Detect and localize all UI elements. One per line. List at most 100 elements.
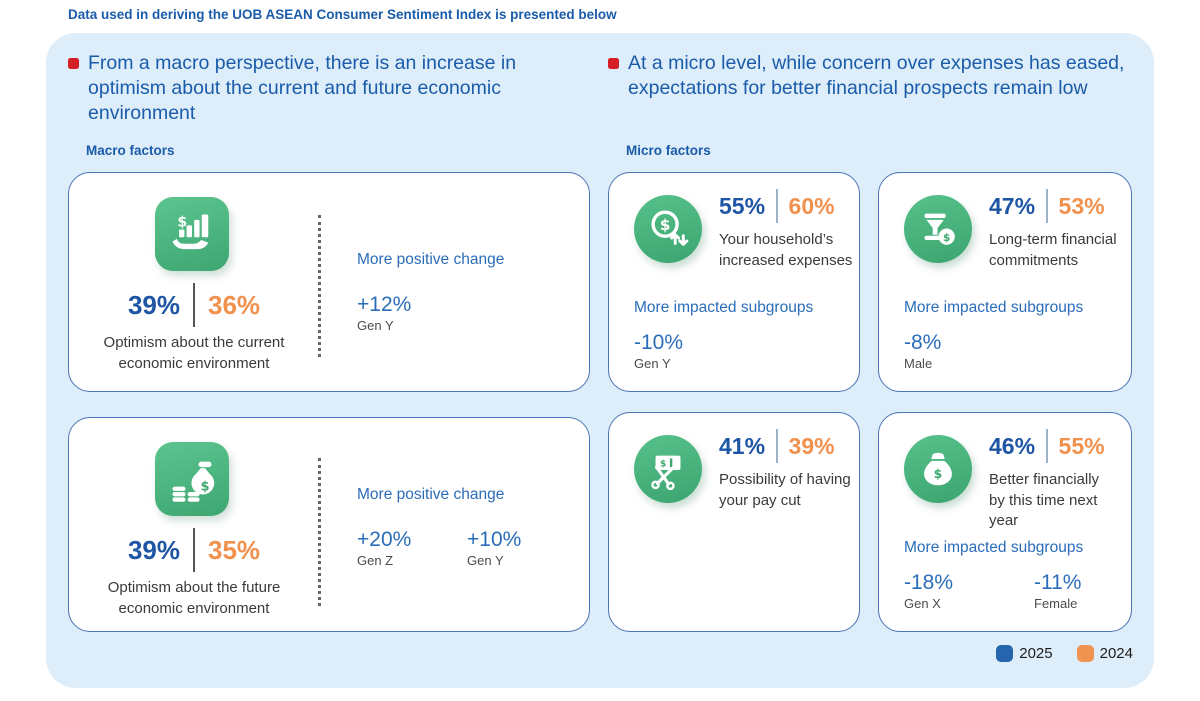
red-square-bullet-icon xyxy=(608,58,619,69)
value-2024: 39% xyxy=(788,432,835,459)
micro-heading: At a micro level, while concern over exp… xyxy=(608,51,1138,101)
value-2025: 55% xyxy=(719,192,766,219)
svg-text:$: $ xyxy=(943,232,950,244)
legend-2025-label: 2025 xyxy=(1019,645,1053,662)
change-stat: +10% Gen Y xyxy=(467,528,577,568)
hourglass-dollar-glyph: $ xyxy=(924,213,955,245)
dollar-coin-arrows-icon: $ xyxy=(634,195,702,263)
scissors-banknote-glyph: $ xyxy=(651,455,681,491)
value-2025: 46% xyxy=(989,432,1036,459)
macro-section-label: Macro factors xyxy=(86,143,175,158)
card-header: 47% 53% Long-term financial commitments xyxy=(989,189,1127,271)
card-caption: Optimism about the future economic envir… xyxy=(107,579,281,617)
dotted-divider xyxy=(318,458,321,606)
change-value: +10% xyxy=(467,528,522,551)
change-block: More positive change +20% Gen Z +10% Gen… xyxy=(357,486,577,568)
card-caption: Possibility of having your pay cut xyxy=(719,471,851,509)
subgroup-label: More impacted subgroups xyxy=(634,299,814,316)
micro-heading-text: At a micro level, while concern over exp… xyxy=(628,52,1125,99)
percent-comparison: 39% 36% xyxy=(69,283,319,327)
change-label: More positive change xyxy=(357,486,505,503)
subgroup-value: -18% xyxy=(904,571,954,594)
legend-2025-swatch-icon xyxy=(996,645,1014,662)
card-caption: Your household’s increased expenses xyxy=(719,231,853,269)
money-bag-coins-glyph: $ xyxy=(172,461,215,502)
percent-comparison: 55% 60% xyxy=(719,189,857,223)
main-panel: From a macro perspective, there is an in… xyxy=(46,33,1154,688)
value-2025: 39% xyxy=(127,289,180,320)
subgroup-stat: -11% Female xyxy=(1034,571,1164,611)
subgroup-group: Male xyxy=(904,356,933,371)
red-square-bullet-icon xyxy=(68,58,79,69)
change-label: More positive change xyxy=(357,251,505,268)
subgroup-stats: -10% Gen Y xyxy=(634,331,764,371)
value-2025: 39% xyxy=(127,534,180,565)
micro-card-household-expenses: $ 55% 60% Your household’s increased exp… xyxy=(608,172,860,392)
micro-section-label: Micro factors xyxy=(626,143,711,158)
subgroup-stat: -8% Male xyxy=(904,331,1034,371)
value-2024: 53% xyxy=(1058,192,1105,219)
subgroup-stats: -18% Gen X -11% Female xyxy=(904,571,1164,611)
subgroup-label: More impacted subgroups xyxy=(904,299,1084,316)
legend-item-2025: 2025 xyxy=(996,645,1053,662)
change-stat: +12% Gen Y xyxy=(357,293,475,333)
dollar-coin-arrows-glyph: $ xyxy=(651,210,689,246)
change-stat: +20% Gen Z xyxy=(357,528,467,568)
subgroup-value: -11% xyxy=(1034,571,1082,594)
change-group: Gen Y xyxy=(467,553,504,568)
percent-comparison: 47% 53% xyxy=(989,189,1127,223)
value-2024: 35% xyxy=(208,534,261,565)
money-bag-icon: $ xyxy=(904,435,972,503)
micro-card-better-financially: $ 46% 55% Better financially by this tim… xyxy=(878,412,1132,632)
card-caption: Better financially by this time next yea… xyxy=(989,471,1100,530)
hand-holding-chart-icon: $ xyxy=(155,197,229,271)
value-2024: 55% xyxy=(1058,432,1105,459)
change-value: +20% xyxy=(357,528,412,551)
subgroup-stats: -8% Male xyxy=(904,331,1034,371)
subgroup-group: Gen X xyxy=(904,596,941,611)
card-header: 55% 60% Your household’s increased expen… xyxy=(719,189,857,271)
percent-divider xyxy=(1046,189,1048,223)
macro-heading-text: From a macro perspective, there is an in… xyxy=(88,52,517,124)
value-2024: 60% xyxy=(788,192,835,219)
subgroup-group: Female xyxy=(1034,596,1078,611)
percent-divider xyxy=(776,189,778,223)
subgroup-stat: -10% Gen Y xyxy=(634,331,764,371)
legend-2024-swatch-icon xyxy=(1076,645,1094,662)
value-2024: 36% xyxy=(208,289,261,320)
micro-card-longterm-commitments: $ 47% 53% Long-term financial commitment… xyxy=(878,172,1132,392)
percent-comparison: 46% 55% xyxy=(989,429,1117,463)
subgroup-group: Gen Y xyxy=(634,356,671,371)
money-bag-glyph: $ xyxy=(924,452,952,486)
svg-text:$: $ xyxy=(177,214,187,230)
svg-text:$: $ xyxy=(660,216,671,234)
page-title: Data used in deriving the UOB ASEAN Cons… xyxy=(68,7,617,22)
hand-holding-chart-glyph: $ xyxy=(172,214,209,250)
micro-card-pay-cut: $ 41% 39% Possibility of having your pay… xyxy=(608,412,860,632)
card-header: 46% 55% Better financially by this time … xyxy=(989,429,1117,532)
macro-card-future-optimism: $ 39% 35% Optimism about the future econ… xyxy=(68,417,590,632)
scissors-banknote-icon: $ xyxy=(634,435,702,503)
percent-comparison: 39% 35% xyxy=(69,528,319,572)
value-2025: 47% xyxy=(989,192,1036,219)
hourglass-dollar-icon: $ xyxy=(904,195,972,263)
percent-comparison: 41% 39% xyxy=(719,429,857,463)
svg-text:$: $ xyxy=(934,466,943,481)
change-stats: +20% Gen Z +10% Gen Y xyxy=(357,528,577,568)
svg-text:$: $ xyxy=(660,460,666,470)
card-header: 41% 39% Possibility of having your pay c… xyxy=(719,429,857,511)
subgroup-stat: -18% Gen X xyxy=(904,571,1034,611)
change-value: +12% xyxy=(357,293,412,316)
money-bag-coins-icon: $ xyxy=(155,442,229,516)
percent-divider xyxy=(193,283,195,327)
change-stats: +12% Gen Y xyxy=(357,293,577,333)
percent-divider xyxy=(1046,429,1048,463)
card-caption: Long-term financial commitments xyxy=(989,231,1117,269)
percent-divider xyxy=(776,429,778,463)
legend: 2025 2024 xyxy=(996,645,1133,662)
legend-item-2024: 2024 xyxy=(1076,645,1133,662)
subgroup-value: -10% xyxy=(634,331,684,354)
macro-heading: From a macro perspective, there is an in… xyxy=(68,51,583,126)
card-caption: Optimism about the current economic envi… xyxy=(103,334,285,372)
